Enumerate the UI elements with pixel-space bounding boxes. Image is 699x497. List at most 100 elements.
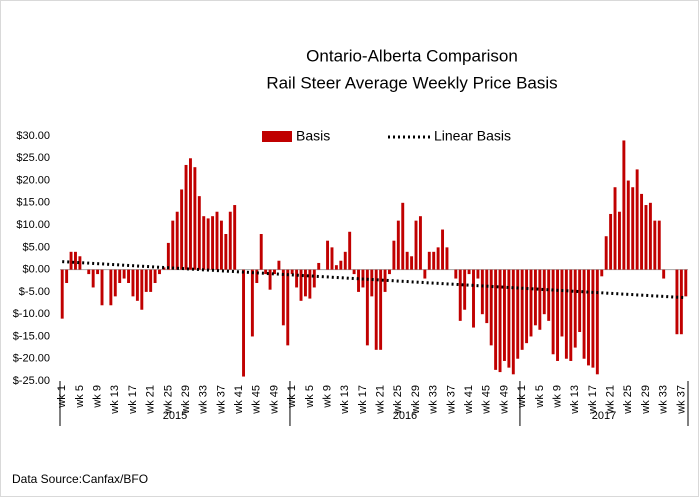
bar bbox=[441, 229, 445, 270]
bar bbox=[69, 251, 73, 270]
bar bbox=[65, 269, 69, 283]
bar bbox=[357, 269, 360, 292]
bar bbox=[113, 269, 117, 297]
x-tick-label: wk 9 bbox=[321, 385, 333, 409]
x-tick-label: wk 37 bbox=[445, 385, 457, 415]
bar bbox=[635, 169, 639, 270]
bar bbox=[405, 251, 409, 270]
bar bbox=[525, 269, 529, 344]
y-tick-label: $15.00 bbox=[16, 197, 50, 209]
bar bbox=[392, 240, 396, 270]
bar bbox=[533, 269, 537, 326]
bar bbox=[538, 269, 542, 330]
bar bbox=[334, 265, 338, 270]
x-tick-label: wk 13 bbox=[109, 385, 121, 415]
bar bbox=[662, 269, 666, 279]
bar bbox=[135, 269, 139, 301]
bar bbox=[131, 269, 135, 297]
group-label: 2017 bbox=[592, 410, 616, 422]
x-tick-label: wk 5 bbox=[534, 385, 546, 409]
x-tick-label: wk 37 bbox=[215, 385, 227, 415]
bar bbox=[436, 247, 440, 270]
bar bbox=[653, 220, 657, 270]
y-tick-label: $-15.00 bbox=[13, 330, 50, 342]
bar bbox=[228, 211, 232, 270]
bar bbox=[295, 269, 299, 288]
bar bbox=[458, 269, 462, 321]
bar bbox=[96, 269, 100, 275]
x-tick-label: wk 21 bbox=[375, 385, 387, 415]
bar bbox=[215, 211, 219, 270]
bar bbox=[485, 269, 489, 324]
bar bbox=[290, 269, 294, 275]
chart-title: Ontario-Alberta Comparison bbox=[306, 46, 518, 65]
bar bbox=[604, 236, 608, 270]
bar bbox=[193, 167, 197, 270]
bar bbox=[622, 140, 626, 270]
bar bbox=[626, 180, 630, 270]
bar bbox=[259, 234, 263, 270]
x-tick-label: wk 37 bbox=[675, 385, 687, 415]
bar bbox=[684, 269, 688, 297]
bar bbox=[78, 256, 82, 270]
x-tick-label: wk 1 bbox=[516, 385, 528, 409]
bar bbox=[175, 211, 179, 270]
x-tick-label: wk 25 bbox=[392, 385, 404, 415]
y-tick-label: $-20.00 bbox=[13, 353, 50, 365]
y-tick-label: $5.00 bbox=[22, 241, 50, 253]
y-tick-label: $30.00 bbox=[16, 130, 50, 142]
y-tick-label: $-5.00 bbox=[19, 286, 50, 298]
bar bbox=[264, 269, 268, 275]
bar bbox=[153, 269, 157, 283]
bar bbox=[494, 269, 498, 370]
bar bbox=[480, 269, 484, 315]
bar bbox=[224, 234, 228, 270]
bar bbox=[388, 269, 391, 275]
x-tick-label: wk 1 bbox=[286, 385, 298, 409]
bar bbox=[180, 189, 184, 270]
x-tick-label: wk 33 bbox=[658, 385, 670, 415]
bar bbox=[317, 262, 321, 270]
bar bbox=[312, 269, 316, 288]
bar bbox=[648, 202, 652, 270]
bar bbox=[273, 269, 276, 275]
bar bbox=[370, 269, 374, 297]
bar bbox=[476, 269, 480, 279]
bar bbox=[511, 269, 515, 375]
bar bbox=[74, 251, 77, 270]
bar bbox=[158, 269, 161, 275]
bar bbox=[609, 213, 613, 270]
x-tick-label: wk 25 bbox=[162, 385, 174, 415]
bar bbox=[423, 269, 427, 279]
x-tick-label: wk 9 bbox=[551, 385, 563, 409]
bar bbox=[472, 269, 475, 328]
x-tick-label: wk 29 bbox=[640, 385, 652, 415]
x-tick-label: wk 13 bbox=[569, 385, 581, 415]
trend-line bbox=[62, 260, 686, 300]
bar bbox=[613, 187, 617, 270]
bar bbox=[573, 269, 577, 348]
bar bbox=[339, 260, 343, 270]
legend-swatch bbox=[262, 131, 292, 142]
y-tick-label: $25.00 bbox=[16, 152, 50, 164]
y-tick-label: $-10.00 bbox=[13, 308, 50, 320]
x-tick-label: wk 5 bbox=[74, 385, 86, 409]
group-label: 2016 bbox=[393, 410, 417, 422]
bar bbox=[352, 269, 356, 275]
bar bbox=[144, 269, 148, 292]
bar bbox=[374, 269, 378, 350]
bar bbox=[60, 269, 64, 319]
bar bbox=[286, 269, 290, 346]
bar bbox=[277, 260, 281, 270]
bar bbox=[166, 242, 170, 270]
bar bbox=[206, 218, 210, 270]
bar bbox=[418, 216, 422, 270]
bar bbox=[348, 231, 352, 270]
bar bbox=[542, 269, 546, 315]
x-tick-label: wk 49 bbox=[268, 385, 280, 415]
bar bbox=[640, 193, 644, 270]
x-tick-label: wk 45 bbox=[251, 385, 263, 415]
bar bbox=[303, 269, 307, 297]
chart-subtitle: Rail Steer Average Weekly Price Basis bbox=[266, 73, 557, 92]
